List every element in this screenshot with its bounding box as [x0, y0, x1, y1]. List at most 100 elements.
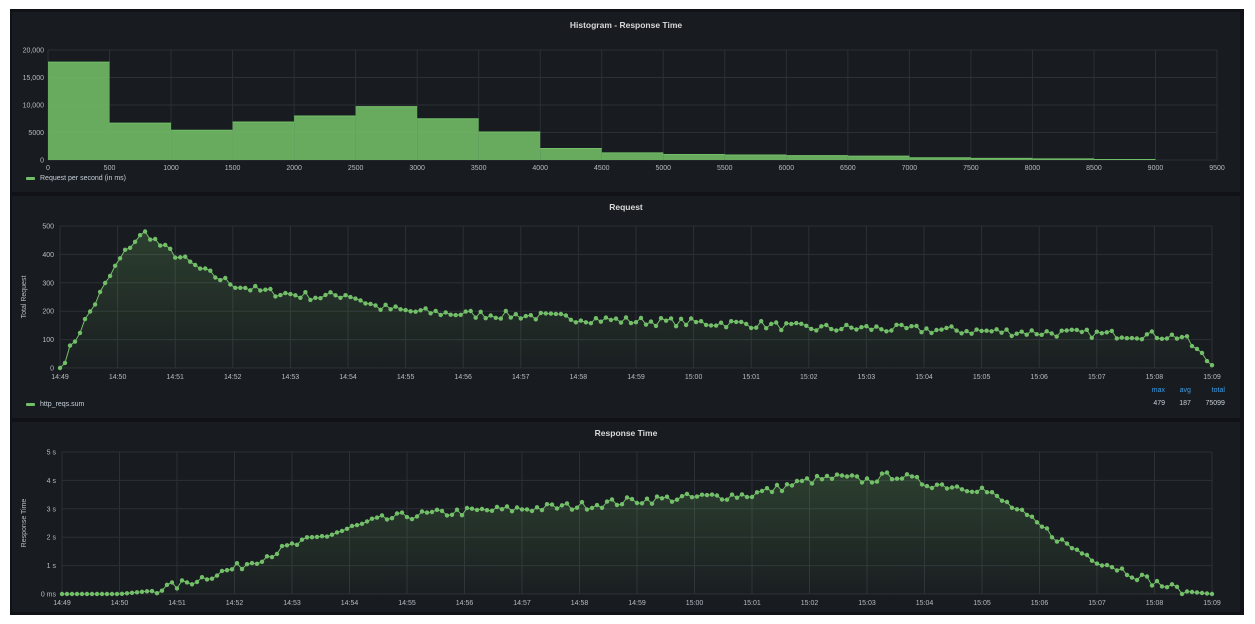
y-tick-label: 0: [50, 366, 54, 373]
data-point: [1064, 541, 1070, 546]
x-tick-label: 2500: [348, 165, 364, 172]
data-point: [799, 321, 804, 326]
data-point: [713, 323, 719, 328]
histogram-bar: [1032, 158, 1094, 160]
x-tick-label: 14:49: [53, 600, 71, 607]
data-point: [468, 308, 473, 314]
x-tick-label: 5000: [655, 165, 671, 172]
data-point: [428, 311, 433, 316]
data-point: [529, 508, 535, 514]
data-point: [969, 489, 975, 494]
panel-title[interactable]: Response Time: [594, 428, 658, 438]
data-point: [703, 322, 709, 328]
data-point: [819, 477, 825, 482]
data-point: [543, 311, 548, 316]
histogram-bar: [601, 152, 664, 160]
data-point: [57, 365, 63, 371]
data-point: [754, 325, 759, 330]
y-tick-label: 10,000: [23, 103, 45, 110]
data-point: [573, 320, 579, 325]
data-point: [559, 503, 565, 508]
data-point: [478, 309, 483, 314]
data-point: [107, 273, 113, 279]
data-point: [749, 494, 755, 500]
panel-title[interactable]: Histogram - Response Time: [569, 20, 683, 30]
data-point: [154, 591, 160, 596]
data-point: [1114, 568, 1120, 573]
data-point: [919, 482, 925, 487]
data-point: [283, 290, 288, 296]
data-point: [239, 566, 245, 572]
request-legend[interactable]: http_reqs.sum: [26, 401, 84, 408]
data-point: [248, 288, 253, 293]
data-point: [403, 307, 408, 313]
data-point: [464, 505, 470, 511]
data-point: [678, 316, 684, 321]
data-point: [308, 297, 313, 303]
data-point: [343, 293, 348, 298]
data-point: [864, 476, 870, 481]
data-point: [1049, 331, 1054, 336]
data-point: [173, 255, 178, 260]
x-tick-label: 15:06: [1031, 600, 1049, 607]
data-point: [588, 321, 594, 326]
data-point: [139, 589, 145, 594]
data-point: [1184, 589, 1190, 594]
histogram-bar: [294, 116, 356, 160]
data-point: [198, 266, 203, 271]
data-point: [609, 497, 615, 502]
legend-stats-values: 479 187 75099: [1140, 400, 1225, 407]
data-point: [989, 329, 994, 334]
x-tick-label: 14:57: [513, 600, 531, 607]
data-point: [698, 319, 704, 324]
data-point: [333, 293, 338, 298]
stat-header-total[interactable]: total: [1211, 387, 1225, 394]
data-point: [869, 480, 875, 485]
data-point: [663, 318, 669, 323]
data-point: [293, 293, 298, 298]
stat-header-max[interactable]: max: [1151, 387, 1165, 394]
data-point: [109, 591, 115, 597]
data-point: [734, 319, 739, 325]
data-point: [934, 482, 940, 487]
data-point: [304, 535, 310, 540]
legend-label: http_reqs.sum: [40, 401, 85, 408]
data-point: [213, 275, 218, 280]
data-point: [249, 560, 255, 566]
panel-title[interactable]: Request: [609, 202, 643, 212]
data-point: [924, 483, 930, 489]
data-point: [1129, 575, 1135, 580]
x-tick-label: 6500: [840, 165, 856, 172]
data-point: [1039, 524, 1045, 529]
data-point: [469, 506, 475, 511]
data-point: [839, 473, 845, 478]
y-tick-label: 4 s: [47, 478, 57, 485]
legend-swatch: [26, 403, 35, 406]
data-point: [909, 324, 914, 329]
data-point: [644, 496, 650, 501]
data-point: [1079, 551, 1085, 556]
data-point: [914, 474, 920, 480]
data-point: [879, 327, 884, 332]
y-tick-label: 2 s: [47, 535, 57, 542]
data-point: [794, 320, 799, 326]
data-point: [79, 591, 85, 597]
data-point: [158, 243, 163, 248]
data-point: [959, 487, 965, 492]
data-point: [1194, 590, 1200, 595]
stat-header-avg[interactable]: avg: [1179, 387, 1191, 394]
data-point: [1074, 547, 1080, 552]
data-point: [598, 319, 604, 324]
data-point: [238, 285, 243, 290]
data-point: [1134, 577, 1140, 583]
data-point: [628, 320, 634, 326]
data-point: [288, 291, 293, 297]
data-point: [1144, 332, 1150, 337]
data-point: [498, 316, 503, 321]
histogram-bar: [847, 156, 910, 160]
data-point: [243, 285, 248, 291]
data-point: [979, 485, 985, 490]
data-point: [1069, 546, 1075, 551]
data-point: [104, 591, 110, 597]
histogram-legend[interactable]: Request per second (in ms): [26, 175, 126, 182]
